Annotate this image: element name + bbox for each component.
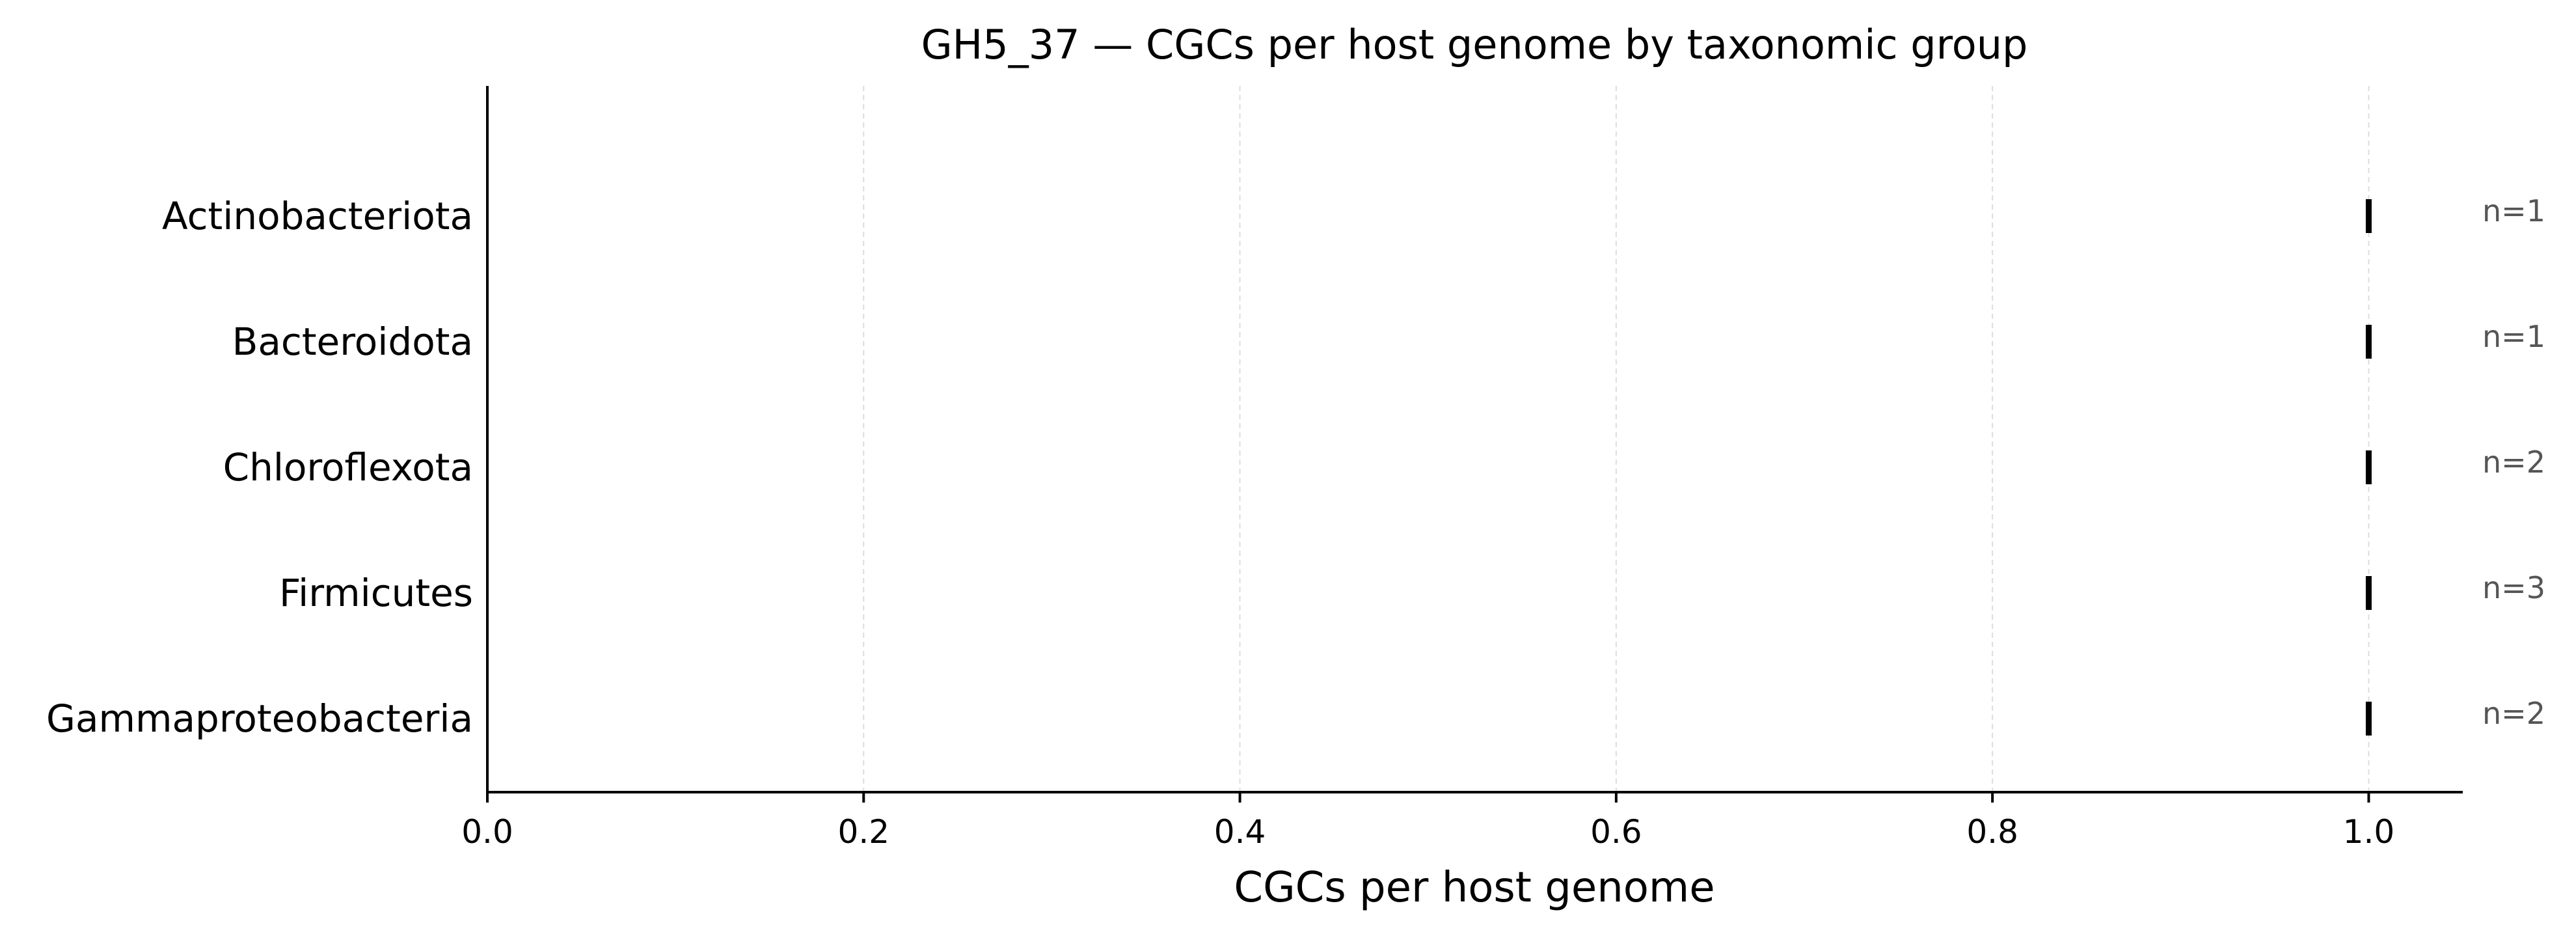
chart-title: GH5_37 — CGCs per host genome by taxonom… bbox=[921, 21, 2028, 68]
sample-count-label: n=1 bbox=[2482, 193, 2545, 228]
x-tick-label: 0.6 bbox=[1590, 813, 1642, 851]
x-ticks: 0.0 0.2 0.4 0.6 0.8 1.0 bbox=[461, 792, 2394, 851]
x-tick-label: 0.8 bbox=[1966, 813, 2018, 851]
category-label: Firmicutes bbox=[279, 571, 473, 615]
sample-count-label: n=2 bbox=[2482, 445, 2545, 480]
category-labels: Actinobacteriota Bacteroidota Chloroflexot… bbox=[46, 194, 473, 741]
x-tick-label: 0.4 bbox=[1214, 813, 1266, 851]
category-label: Actinobacteriota bbox=[162, 194, 473, 238]
x-tick-label: 0.0 bbox=[461, 813, 513, 851]
category-label: Chloroflexota bbox=[223, 445, 473, 489]
x-tick-label: 0.2 bbox=[838, 813, 890, 851]
sample-count-label: n=1 bbox=[2482, 319, 2545, 354]
n-labels: n=1 n=1 n=2 n=3 n=2 bbox=[2482, 193, 2545, 731]
sample-count-label: n=2 bbox=[2482, 696, 2545, 731]
x-tick-label: 1.0 bbox=[2343, 813, 2395, 851]
x-axis-label: CGCs per host genome bbox=[1234, 864, 1715, 912]
sample-count-label: n=3 bbox=[2482, 570, 2545, 605]
category-label: Bacteroidota bbox=[232, 320, 473, 364]
category-label: Gammaproteobacteria bbox=[46, 696, 473, 741]
axes-layer bbox=[486, 86, 2463, 793]
